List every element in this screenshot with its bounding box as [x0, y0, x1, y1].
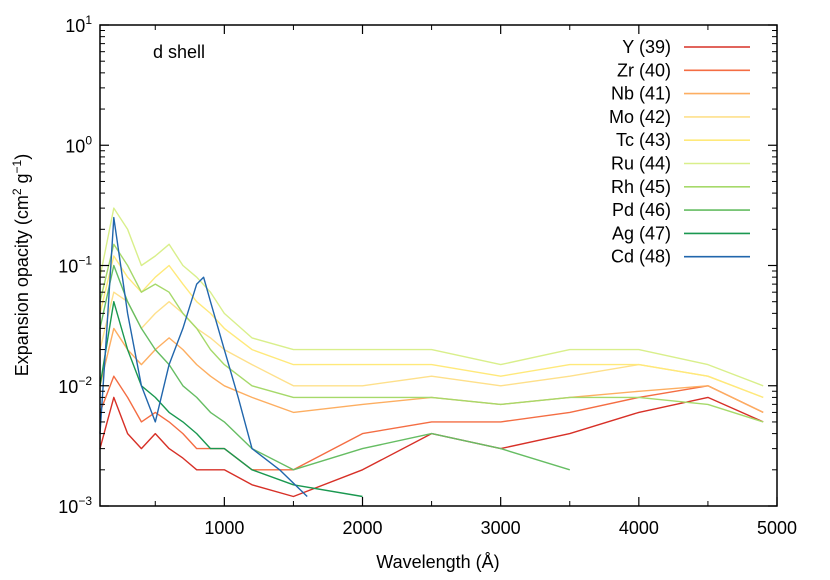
legend: Y (39) Zr (40) Nb (41) Mo (42) Tc (43) Ru (44…	[609, 37, 750, 267]
legend-label-5: Tc (43)	[616, 130, 671, 150]
series-line-8	[99, 264, 571, 471]
x-tick-label: 5000	[757, 518, 797, 538]
plot-series-layer	[99, 207, 764, 498]
legend-label-2: Zr (40)	[617, 60, 671, 80]
x-tick-label: 2000	[342, 518, 382, 538]
x-tick-label: 4000	[619, 518, 659, 538]
y-axis-title-mid: g	[12, 173, 32, 188]
series-line-1	[99, 396, 764, 498]
legend-label-7: Rh (45)	[611, 177, 671, 197]
legend-label-4: Mo (42)	[609, 107, 671, 127]
x-axis-title: Wavelength (Å)	[376, 552, 499, 572]
series-line-9	[99, 301, 363, 498]
x-tick-label: 1000	[204, 518, 244, 538]
y-axis-title-prefix: Expansion opacity (cm	[12, 195, 32, 376]
y-tick-label: 101	[65, 13, 92, 36]
series-line-10	[99, 216, 308, 498]
y-axis-title-sup1: 2	[10, 188, 24, 195]
y-tick-label: 10−2	[58, 374, 92, 397]
y-tick-labels: 10−3 10−2 10−1 100 101	[58, 13, 92, 517]
legend-label-8: Pd (46)	[612, 200, 671, 220]
annotation-label: d shell	[153, 42, 205, 62]
y-axis-title-sup2: −1	[10, 159, 24, 173]
legend-label-6: Ru (44)	[611, 154, 671, 174]
legend-label-3: Nb (41)	[611, 84, 671, 104]
legend-label-9: Ag (47)	[612, 223, 671, 243]
y-tick-label: 100	[65, 133, 92, 156]
x-tick-label: 3000	[481, 518, 521, 538]
y-axis-title: Expansion opacity (cm2 g−1)	[10, 154, 32, 376]
series-line-7	[99, 243, 764, 423]
legend-label-1: Y (39)	[622, 37, 671, 57]
x-tick-labels: 1000 2000 3000 4000 5000	[204, 518, 797, 538]
legend-label-10: Cd (48)	[611, 247, 671, 267]
y-tick-label: 10−3	[58, 494, 92, 517]
y-tick-label: 10−1	[58, 254, 92, 277]
series-line-6	[99, 207, 764, 387]
y-axis-title-suffix: )	[12, 154, 32, 160]
tick-layer	[100, 24, 778, 507]
